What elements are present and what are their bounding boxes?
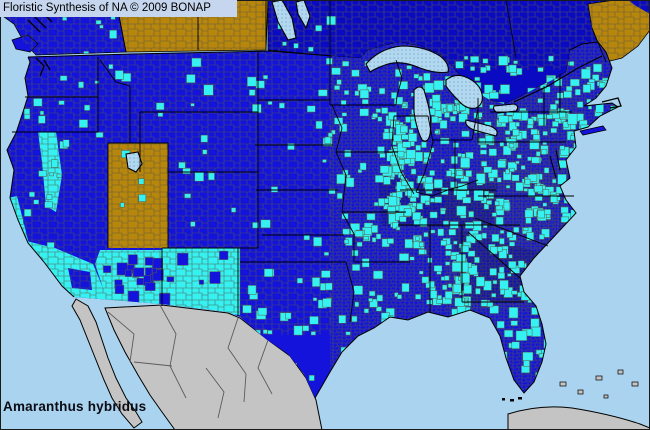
region-cuba-bahamas [507,369,650,430]
species-label: Amaranthus hybridus [3,399,147,414]
great-salt-lake [125,151,143,173]
county-speckles-mid-atlantic [495,107,591,226]
county-speckles-ohio-valley [385,95,505,232]
cape-cod [601,97,622,109]
mexico-mainland [104,304,323,430]
mexico-state-borders [107,304,273,419]
florida-keys [502,397,522,402]
bahamas-islands [559,369,639,399]
canada-province-borders [115,0,607,63]
county-speckles-new-mexico-arizona-blue [103,250,229,307]
us-coastline [6,41,619,399]
lake-ontario [492,103,519,114]
mexico-baja-california [71,298,143,429]
county-speckles-upper-midwest [325,57,411,248]
st-lawrence-river [513,55,603,103]
cuba [507,406,650,430]
county-speckles-pacific-northwest [23,64,114,149]
lakes [125,0,519,173]
lake-michigan [413,86,432,142]
puget-sound-fjords [27,11,53,77]
map-title: Floristic Synthesis of NA © 2009 BONAP [3,2,211,14]
chesapeake-bay-inlets [549,149,561,179]
title-bar: Floristic Synthesis of NA © 2009 BONAP [0,0,237,17]
county-speckles-california-valley [16,159,62,249]
county-speckles-gulf-south [351,226,470,328]
lake-erie [465,119,498,137]
lake-winnipeg [271,0,297,41]
long-island [579,125,607,136]
us-state-borders [12,52,574,323]
lake-huron [445,74,483,109]
region-mexico [71,298,323,430]
lake-superior [365,45,449,74]
